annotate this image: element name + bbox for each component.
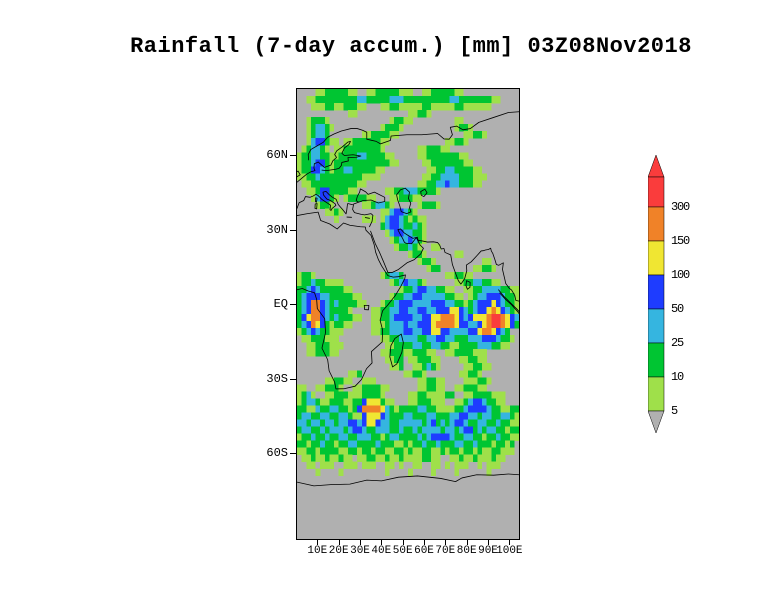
colorbar-segment-0 <box>648 176 665 208</box>
lon-tick-label-40E: 40E <box>371 545 392 557</box>
sumatra <box>498 290 519 314</box>
map-panel <box>296 88 520 540</box>
coastline-britain-fragment <box>297 171 300 177</box>
lon-tick-label-70E: 70E <box>435 545 456 557</box>
coastline-turkey-blacksea <box>353 189 385 227</box>
coastline-north-europe-baltic <box>297 141 361 182</box>
lon-tick-label-50E: 50E <box>392 545 413 557</box>
sardinia <box>315 203 317 208</box>
colorbar-arrow-top <box>648 154 665 178</box>
lon-tick-70E <box>445 540 447 545</box>
lat-tick-label-60S: 60S <box>266 446 288 461</box>
colorbar-label-0: 300 <box>671 200 690 214</box>
caspian-sea <box>397 188 411 213</box>
lon-tick-20E <box>338 540 340 545</box>
coastline-madagascar <box>390 334 404 367</box>
coastline-africa <box>297 212 405 389</box>
lon-tick-label-30E: 30E <box>350 545 370 557</box>
lon-tick-80E <box>466 540 468 545</box>
colorbar-segment-3 <box>648 274 665 310</box>
figure-title: Rainfall (7-day accum.) [mm] 03Z08Nov201… <box>130 34 692 59</box>
lon-tick-label-60E: 60E <box>414 545 434 557</box>
colorbar-label-5: 10 <box>671 370 684 384</box>
colorbar-label-2: 100 <box>671 268 690 282</box>
coastline-antarctica <box>297 474 519 486</box>
lon-tick-label-90E: 90E <box>478 545 498 557</box>
colorbar-segment-5 <box>648 342 665 378</box>
colorbar-arrow-bottom <box>648 410 665 434</box>
lake-victoria <box>364 305 369 309</box>
rainfall-shading-layer <box>297 89 519 476</box>
coastline-arabia-india-seasia <box>371 229 519 301</box>
lon-tick-100E <box>509 540 511 545</box>
colorbar-segment-4 <box>648 308 665 344</box>
lon-tick-90E <box>488 540 489 545</box>
lon-tick-label-80E: 80E <box>456 545 477 557</box>
lat-tick-label-30N: 30N <box>266 222 288 237</box>
lon-tick-label-20E: 20E <box>328 545 349 557</box>
coastline-scandinavia-arctic-russia <box>308 112 519 160</box>
coastline-south-europe <box>297 191 353 214</box>
colorbar-label-1: 150 <box>671 234 690 248</box>
aral-sea <box>421 189 427 196</box>
lat-tick-label-EQ: EQ <box>273 297 288 312</box>
corsica <box>315 198 317 202</box>
lon-tick-label-10E: 10E <box>307 545 328 557</box>
colorbar-segment-2 <box>648 240 665 276</box>
colorbar-svg: 300 150 100 50 25 10 5 <box>648 154 691 434</box>
lon-tick-10E <box>317 540 319 545</box>
lat-tick-label-30S: 30S <box>266 371 288 386</box>
sri-lanka <box>466 281 470 290</box>
lon-tick-label-100E: 100E <box>496 545 523 557</box>
colorbar-label-3: 50 <box>671 302 684 316</box>
colorbar-label-6: 5 <box>671 404 678 418</box>
lon-tick-30E <box>360 540 361 545</box>
colorbar-segment-1 <box>648 206 665 242</box>
lon-tick-40E <box>381 540 383 545</box>
lon-tick-50E <box>402 540 404 545</box>
coastline-layer <box>297 89 519 539</box>
colorbar-label-4: 25 <box>671 336 684 350</box>
lon-tick-60E <box>424 540 425 545</box>
lat-tick-label-60N: 60N <box>266 148 288 163</box>
colorbar-segment-6 <box>648 376 665 412</box>
cyprus <box>365 218 369 219</box>
